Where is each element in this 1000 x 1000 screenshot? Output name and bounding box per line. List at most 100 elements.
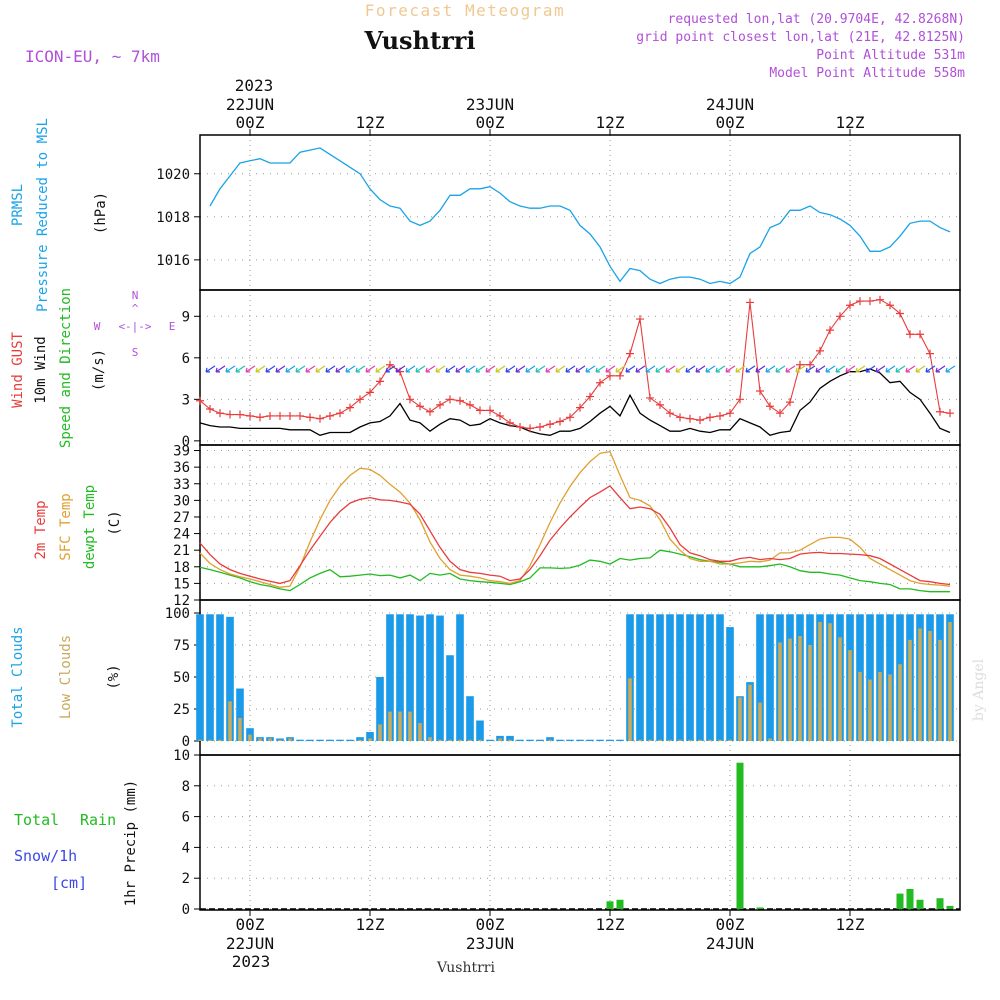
temperature-ytick-label-6: 30	[173, 493, 190, 509]
rain-bar	[946, 905, 954, 909]
sfc-temp-label: SFC Temp	[58, 493, 74, 560]
gust-marker	[386, 360, 394, 369]
low-cloud-bar	[398, 711, 402, 741]
wind-direction-arrow	[555, 365, 566, 373]
low-cloud-bar	[438, 739, 442, 741]
wind-direction-arrow	[475, 365, 486, 373]
temperature-ytick-label-2: 18	[173, 560, 190, 576]
gust-marker	[816, 346, 824, 355]
gust-marker	[326, 411, 334, 420]
low-cloud-bar	[428, 737, 432, 741]
rain-bar	[896, 893, 904, 909]
total-cloud-bar	[666, 614, 674, 741]
gust-marker	[566, 413, 574, 422]
wind-direction-arrow	[865, 365, 876, 373]
rain-bar	[606, 901, 614, 909]
total-cloud-bar	[546, 737, 554, 741]
low-cloud-bar	[878, 671, 882, 741]
wind-direction-arrow	[545, 365, 556, 373]
wind-direction-arrow	[715, 365, 726, 373]
pressure-ytick-label-0: 1016	[156, 253, 190, 269]
pressure-ytick-label-1: 1018	[156, 210, 190, 226]
wind-direction-arrow	[695, 365, 706, 373]
sfc-temp-line	[199, 450, 951, 588]
rain-bar	[616, 899, 624, 909]
low-cloud-bar	[238, 717, 242, 741]
total-cloud-bar	[346, 739, 354, 741]
gust-marker	[706, 413, 714, 422]
gust-marker	[826, 326, 834, 335]
total-cloud-bar	[566, 739, 574, 741]
temperature-ytick-label-3: 21	[173, 543, 190, 559]
gust-marker	[286, 411, 294, 420]
total-cloud-bar	[316, 739, 324, 741]
low-cloud-bar	[748, 684, 752, 741]
gust-marker	[336, 409, 344, 418]
wind10-label: 10m Wind	[33, 336, 49, 403]
total-cloud-bar	[716, 614, 724, 741]
total-cloud-bar	[356, 737, 364, 741]
low-cloud-bar	[838, 637, 842, 741]
gust-marker	[366, 388, 374, 397]
wind-direction-arrow	[425, 365, 436, 373]
t2m-label: 2m Temp	[33, 500, 49, 559]
clouds-ytick-label-1: 25	[173, 702, 190, 718]
wind-panel: 0 3 6 9	[182, 289, 961, 450]
gust-marker	[226, 410, 234, 419]
wind-direction-arrow	[575, 365, 586, 373]
wind-direction-arrow	[725, 365, 736, 373]
wind-direction-arrow	[625, 365, 636, 373]
wind-direction-arrow	[455, 365, 466, 373]
total-cloud-bar	[456, 614, 464, 741]
wind-direction-arrow	[305, 365, 316, 373]
low-cloud-bar	[688, 739, 692, 741]
clouds-unit: (%)	[106, 664, 122, 689]
wind-direction-arrow	[265, 365, 276, 373]
wind-direction-arrow	[335, 365, 346, 373]
wind10-line	[199, 368, 951, 437]
low-cloud-bar	[358, 739, 362, 741]
total-cloud-bar	[296, 739, 304, 741]
low-cloud-bar	[758, 702, 762, 741]
gust-marker	[666, 409, 674, 418]
total-cloud-bar	[536, 739, 544, 741]
low-cloud-bar	[708, 739, 712, 741]
total-cloud-bar	[326, 739, 334, 741]
point-altitude: Point Altitude 531m	[816, 48, 965, 63]
snow-unit: [cm]	[51, 874, 87, 892]
total-cloud-bar	[436, 615, 444, 741]
gust-marker	[656, 400, 664, 409]
wind-direction-arrow	[925, 365, 936, 373]
wind-direction-arrow	[785, 365, 796, 373]
wind-direction-arrow	[905, 365, 916, 373]
wind-direction-arrow	[515, 365, 526, 373]
total-cloud-bar	[606, 739, 614, 741]
wind-direction-arrow	[365, 365, 376, 373]
gust-marker	[776, 409, 784, 418]
gust-marker	[876, 295, 884, 304]
gust-marker	[346, 403, 354, 412]
wind-direction-arrow	[705, 365, 716, 373]
bottom-tick-label-0: 00Z	[236, 915, 265, 934]
low-cloud-bar	[548, 739, 552, 741]
total-cloud-bar	[376, 677, 384, 741]
total-cloud-bar	[216, 614, 224, 741]
gust-marker	[256, 413, 264, 422]
wind-direction-arrow	[205, 365, 216, 373]
gust-marker	[646, 393, 654, 402]
precip-ytick-label-1: 2	[182, 871, 190, 887]
precip-ytick-label-0: 0	[182, 902, 190, 918]
total-cloud-bar	[476, 720, 484, 741]
wind-direction-arrow	[585, 365, 596, 373]
total-cloud-bar	[866, 614, 874, 741]
gust-marker	[806, 360, 814, 369]
low-cloud-bar	[208, 739, 212, 741]
low-cloud-bar	[258, 738, 262, 741]
wind-direction-arrow	[385, 365, 396, 373]
speed-dir-label: Speed and Direction	[58, 288, 74, 448]
total-cloud-bar	[306, 739, 314, 741]
wind-direction-arrow	[635, 365, 646, 373]
wind-direction-arrow	[245, 365, 256, 373]
